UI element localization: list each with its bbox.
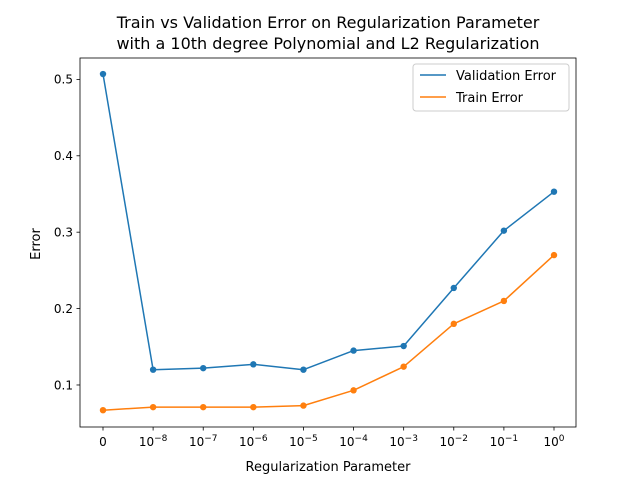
data-point-train-error-9	[550, 251, 558, 259]
series-line-validation-error	[102, 73, 555, 371]
data-point-train-error-8	[500, 297, 508, 305]
x-axis-label: Regularization Parameter	[246, 460, 412, 475]
y-tick-label-0: 0.1	[54, 378, 73, 392]
data-point-train-error-2	[200, 403, 207, 411]
data-point-train-error-7	[450, 320, 457, 328]
data-point-validation-error-9	[550, 188, 558, 195]
data-point-train-error-0	[99, 406, 107, 414]
x-tick-label-3: 10−6	[239, 434, 268, 449]
x-tick-label-2: 10−7	[189, 434, 218, 449]
y-axis-label: Error	[29, 228, 44, 260]
data-point-validation-error-0	[99, 70, 107, 78]
x-tick-label-5: 10−4	[339, 434, 368, 449]
data-point-train-error-3	[250, 403, 257, 411]
data-point-validation-error-3	[250, 361, 257, 368]
legend-frame	[412, 63, 570, 112]
x-tick-label-7: 10−2	[439, 434, 468, 449]
y-tick-label-2: 0.3	[54, 225, 73, 239]
chart-title-line-1: Train vs Validation Error on Regularizat…	[116, 13, 540, 32]
legend-label-validation-error: Validation Error	[456, 69, 557, 84]
data-point-train-error-1	[149, 403, 157, 411]
plot-area	[99, 70, 558, 414]
data-point-train-error-4	[300, 402, 307, 409]
y-tick-label-1: 0.2	[54, 302, 73, 316]
data-point-validation-error-2	[200, 364, 207, 372]
x-tick-label-1: 10−8	[139, 434, 168, 449]
axes: 0.1 0.2 0.3 0.4 0.5 0 10−8 10−7 10−6 10−5 10−4 10−3…	[54, 57, 577, 449]
data-point-train-error-5	[350, 387, 357, 394]
x-tick-label-8: 10−1	[490, 434, 519, 449]
data-point-validation-error-5	[350, 347, 357, 354]
data-point-validation-error-1	[149, 366, 157, 373]
data-point-validation-error-4	[300, 366, 307, 373]
y-tick-label-3: 0.4	[54, 149, 73, 163]
x-tick-label-9: 100	[543, 434, 564, 449]
chart-title-line-2: with a 10th degree Polynomial and L2 Reg…	[116, 34, 539, 53]
data-point-train-error-6	[400, 363, 407, 370]
x-tick-label-4: 10−5	[289, 434, 318, 449]
data-point-validation-error-8	[500, 227, 508, 234]
legend-label-train-error: Train Error	[455, 91, 524, 106]
x-tick-label-6: 10−3	[389, 434, 418, 449]
x-tick-label-0: 0	[99, 435, 107, 449]
axes-frame	[79, 57, 577, 428]
legend: Validation Error Train Error	[412, 63, 570, 112]
series-line-train-error	[102, 254, 555, 411]
data-point-validation-error-7	[450, 284, 457, 292]
data-point-validation-error-6	[400, 342, 407, 350]
y-tick-label-4: 0.5	[54, 73, 73, 87]
